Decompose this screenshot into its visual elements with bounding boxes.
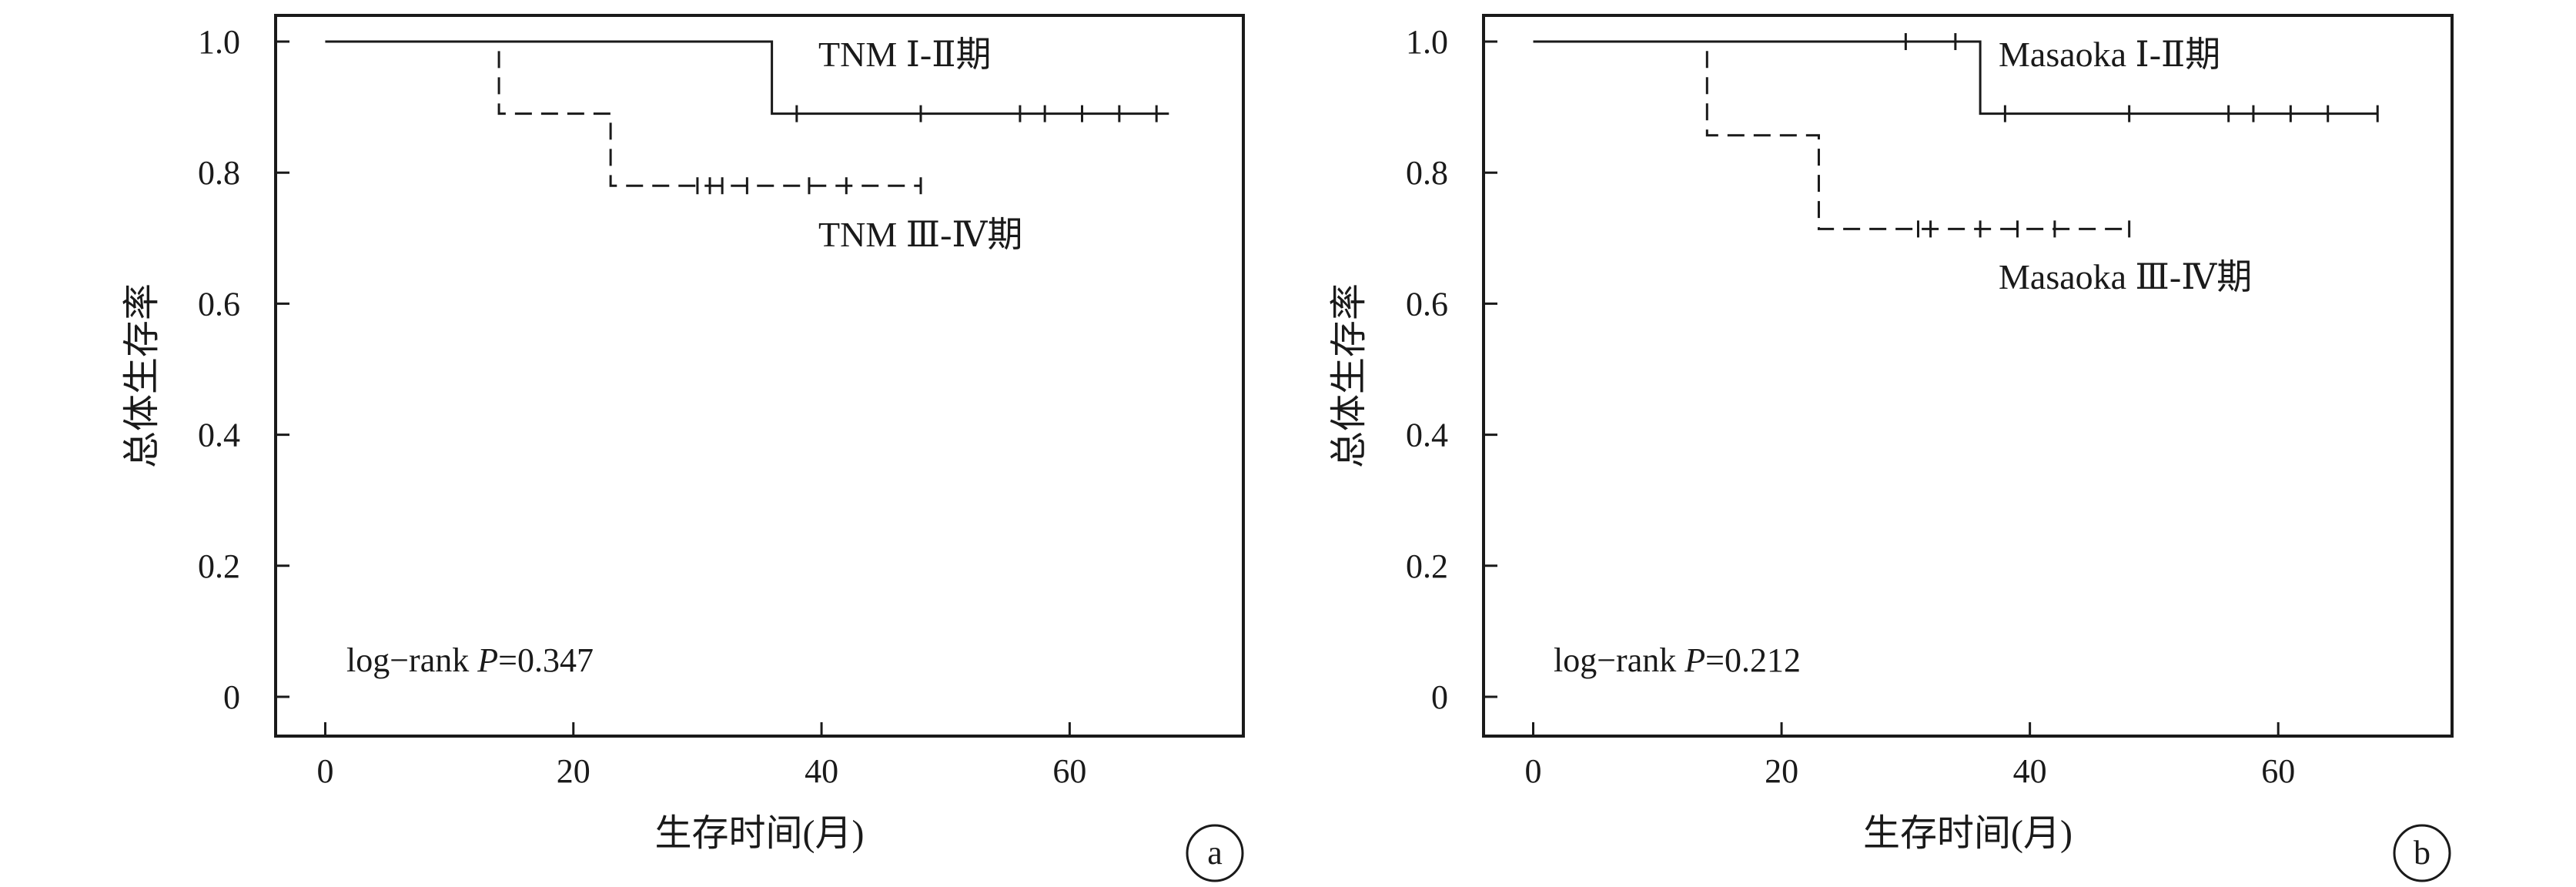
x-tick-label: 20	[1765, 752, 1798, 790]
survival-curve	[325, 40, 1169, 115]
log-rank-prefix: log−rank	[346, 641, 477, 679]
log-rank-annotation: log−rank P=0.212	[1554, 641, 1801, 679]
survival-curve	[325, 40, 921, 187]
series-label: TNM Ⅰ-Ⅱ期	[818, 35, 991, 74]
panel-letter: a	[1207, 834, 1223, 872]
series-label: Masaoka Ⅰ-Ⅱ期	[1999, 35, 2220, 74]
x-tick-label: 0	[1525, 752, 1542, 790]
y-tick-label: 0.6	[198, 285, 240, 323]
series-1: TNM Ⅲ-Ⅳ期	[325, 40, 1022, 254]
x-tick-label: 20	[557, 752, 590, 790]
survival-curve	[1533, 40, 2129, 230]
p-symbol: P	[477, 641, 498, 679]
panel-letter: b	[2414, 834, 2430, 872]
plot-frame	[274, 14, 1245, 738]
y-tick-label: 0.6	[1406, 285, 1448, 323]
y-tick-label: 0	[223, 678, 240, 716]
series-0: Masaoka Ⅰ-Ⅱ期	[1533, 33, 2379, 122]
log-rank-annotation: log−rank P=0.347	[346, 641, 594, 679]
survival-curve	[1533, 40, 2378, 115]
p-symbol: P	[1684, 641, 1705, 679]
x-tick-label: 40	[2013, 752, 2047, 790]
panel-letter-circle	[1186, 824, 1244, 882]
x-tick-label: 0	[316, 752, 333, 790]
p-value: =0.347	[498, 641, 594, 679]
y-tick-label: 0	[1431, 678, 1448, 716]
y-axis-title: 总体生存率	[122, 283, 162, 468]
plot-frame	[1482, 14, 2454, 738]
x-axis-title: 生存时间(月)	[655, 813, 865, 854]
x-tick-label: 60	[1052, 752, 1086, 790]
series-1: Masaoka Ⅲ-Ⅳ期	[1533, 40, 2252, 296]
series-label: TNM Ⅲ-Ⅳ期	[818, 215, 1022, 254]
p-value: =0.212	[1705, 641, 1801, 679]
y-tick-label: 1.0	[198, 23, 240, 61]
series-0: TNM Ⅰ-Ⅱ期	[325, 35, 1169, 122]
x-tick-label: 60	[2261, 752, 2295, 790]
x-tick-label: 40	[805, 752, 838, 790]
y-tick-label: 0.2	[1406, 547, 1448, 585]
panel-letter-circle	[2393, 824, 2451, 882]
y-tick-label: 1.0	[1406, 23, 1448, 61]
y-tick-label: 0.8	[198, 154, 240, 192]
series-label: Masaoka Ⅲ-Ⅳ期	[1999, 257, 2252, 296]
y-tick-label: 0.2	[198, 547, 240, 585]
y-tick-label: 0.4	[198, 417, 240, 454]
y-tick-label: 0.4	[1406, 417, 1448, 454]
y-tick-label: 0.8	[1406, 154, 1448, 192]
x-axis-title: 生存时间(月)	[1863, 813, 2073, 854]
y-axis-title: 总体生存率	[1329, 283, 1370, 468]
log-rank-prefix: log−rank	[1554, 641, 1684, 679]
